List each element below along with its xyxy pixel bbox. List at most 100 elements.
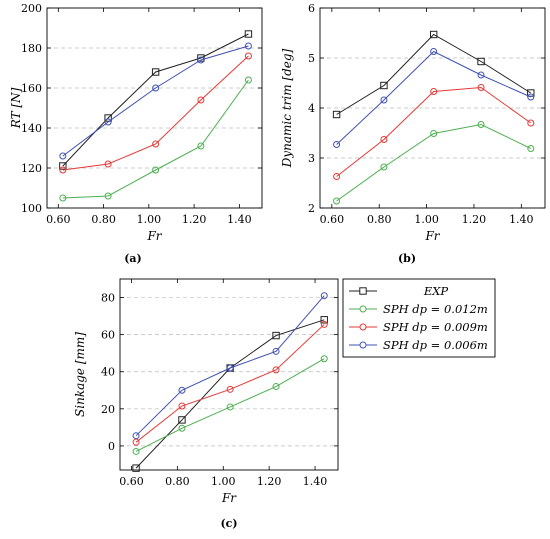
x-tick-label: 1.00 xyxy=(414,213,439,226)
y-tick-label: 140 xyxy=(21,122,42,135)
y-tick-label: 0 xyxy=(108,440,115,453)
data-point-exp xyxy=(197,54,205,62)
x-tick-label: 1.00 xyxy=(137,213,162,226)
data-point-sph009 xyxy=(333,173,341,180)
x-tick-label: 0.80 xyxy=(91,213,116,226)
y-tick-label: 100 xyxy=(21,202,42,215)
series-line-sph006 xyxy=(62,45,249,157)
data-point-sph009 xyxy=(244,52,252,60)
series-line-sph009 xyxy=(135,324,325,443)
data-point-sph006 xyxy=(59,152,67,160)
chart-a: 100 120 140 160 180 200 0.60 0.80 1.00 1.20 1.40 Fr… xyxy=(9,2,263,265)
legend-marker-sph006 xyxy=(359,341,367,349)
data-point-sph009 xyxy=(152,140,160,148)
data-point-sph006 xyxy=(320,292,328,300)
data-point-exp xyxy=(151,68,160,76)
data-point-exp xyxy=(178,416,186,424)
data-point-sph009 xyxy=(59,166,67,174)
series-line-exp xyxy=(62,33,249,167)
series-line-sph006 xyxy=(135,295,325,437)
y-axis-label: Dynamic trim [deg] xyxy=(280,48,294,168)
x-tick-label: 0.60 xyxy=(119,475,144,488)
data-point-sph009 xyxy=(527,119,535,127)
x-tick-label: 0.60 xyxy=(320,213,345,226)
data-point-sph009 xyxy=(178,402,186,410)
data-point-exp xyxy=(132,464,140,472)
data-point-sph012 xyxy=(132,447,140,455)
x-tick-label: 1.00 xyxy=(211,475,236,488)
legend-marker-sph009 xyxy=(359,323,367,331)
x-tick-label: 1.40 xyxy=(303,475,328,488)
y-tick-label: 180 xyxy=(21,42,42,55)
series-line-sph012 xyxy=(62,79,249,199)
data-point-sph009 xyxy=(272,366,280,374)
data-point-sph006 xyxy=(477,71,485,79)
x-tick-label: 1.40 xyxy=(227,213,252,226)
data-point-sph009 xyxy=(226,385,234,393)
series-line-exp xyxy=(336,33,532,115)
data-point-sph006 xyxy=(333,141,341,148)
series-line-sph009 xyxy=(62,55,249,171)
data-point-sph009 xyxy=(430,88,438,95)
data-point-exp xyxy=(332,110,341,119)
data-point-exp xyxy=(272,331,280,340)
y-tick-label: 40 xyxy=(101,366,115,379)
x-tick-label: 1.40 xyxy=(509,213,534,226)
series-line-sph009 xyxy=(336,86,532,177)
data-point-sph006 xyxy=(152,84,160,92)
chart-c: 0 20 40 60 80 0.60 0.80 1.00 1.20 1.40 Fr Sinkage [… xyxy=(73,278,339,530)
data-point-sph012 xyxy=(178,424,186,432)
data-point-sph012 xyxy=(272,383,280,391)
x-tick-label: 1.20 xyxy=(182,213,207,226)
legend-marker-exp xyxy=(359,287,367,295)
data-point-exp xyxy=(380,81,388,90)
plot-frame xyxy=(319,7,546,209)
data-point-sph012 xyxy=(320,355,328,363)
panel-caption: (c) xyxy=(220,517,237,530)
data-point-sph009 xyxy=(320,320,328,328)
data-point-sph009 xyxy=(477,84,485,91)
series-line-sph012 xyxy=(135,358,325,452)
y-tick-label: 2 xyxy=(308,202,315,215)
y-tick-label: 80 xyxy=(101,292,115,305)
data-point-exp xyxy=(59,162,67,170)
legend-marker-sph012 xyxy=(359,305,367,313)
panel-caption: (b) xyxy=(398,252,416,265)
data-point-exp xyxy=(527,89,535,97)
y-tick-label: 3 xyxy=(308,152,315,165)
legend-label-sph009: SPH dp = 0.009m xyxy=(383,320,488,334)
data-point-sph012 xyxy=(244,76,252,84)
legend: EXP SPH dp = 0.012m SPH dp = 0.009m SPH dp … xyxy=(342,278,496,358)
chart-b: 2 3 4 5 6 0.60 0.80 1.00 1.20 1.40 Fr Dynamic trim … xyxy=(280,2,546,265)
data-point-sph009 xyxy=(197,96,205,104)
data-point-exp xyxy=(477,57,485,66)
data-point-exp xyxy=(429,30,438,39)
legend-label-sph006: SPH dp = 0.006m xyxy=(383,338,488,352)
data-point-exp xyxy=(244,30,253,38)
y-tick-label: 20 xyxy=(101,403,115,416)
data-point-sph006 xyxy=(244,42,252,50)
y-tick-label: 4 xyxy=(308,102,315,115)
series-line-sph012 xyxy=(336,123,532,202)
legend-frame xyxy=(342,278,496,358)
x-tick-label: 1.20 xyxy=(257,475,282,488)
x-tick-label: 0.80 xyxy=(367,213,392,226)
data-point-sph006 xyxy=(132,432,140,440)
data-point-sph009 xyxy=(380,136,388,143)
legend-label-sph012: SPH dp = 0.012m xyxy=(383,302,488,316)
x-axis-label: Fr xyxy=(146,229,162,243)
data-point-sph012 xyxy=(104,192,112,200)
y-tick-label: 120 xyxy=(21,162,42,175)
x-tick-label: 1.20 xyxy=(462,213,487,226)
data-point-sph012 xyxy=(430,130,438,137)
y-tick-label: 5 xyxy=(308,52,315,65)
data-point-sph012 xyxy=(197,142,205,150)
legend-label-exp: EXP xyxy=(423,284,449,298)
panel-caption: (a) xyxy=(124,252,142,265)
y-tick-label: 160 xyxy=(21,82,42,95)
data-point-sph006 xyxy=(226,364,234,372)
y-axis-label: RT [N] xyxy=(9,87,23,129)
data-point-sph006 xyxy=(380,96,388,104)
series-line-sph006 xyxy=(336,50,531,145)
data-point-sph012 xyxy=(226,403,234,411)
